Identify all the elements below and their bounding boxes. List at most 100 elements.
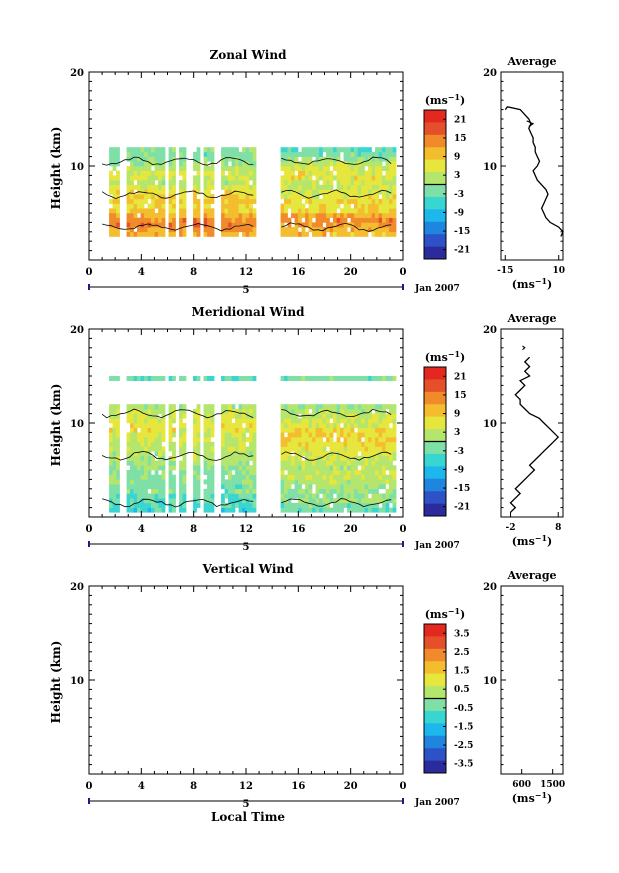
heatmap-cell [371,170,376,176]
heatmap-cell [210,441,215,447]
colorbar-swatch [424,735,446,749]
heatmap-cell [333,502,337,508]
heatmap-cell [193,217,197,223]
heatmap-cell [151,156,155,162]
heatmap-cell [301,441,306,447]
heatmap-cell [228,413,232,419]
heatmap-cell [140,147,145,153]
heatmap-cell [382,151,386,157]
heatmap-cell [347,208,351,214]
heatmap-cell [221,217,225,223]
heatmap-cell [368,502,372,508]
heatmap-cell [371,470,376,475]
heatmap-cell [354,161,358,167]
heatmap-cell [151,161,155,167]
heatmap-cell [221,161,225,167]
heatmap-cell [207,418,211,424]
heatmap-cell [147,156,152,162]
heatmap-cell [389,208,393,214]
heatmap-cell [252,198,257,204]
heatmap-cell [242,203,246,209]
heatmap-cell [158,460,162,466]
colorbar-tick-label: 3 [454,171,460,181]
heatmap-cell [336,213,341,218]
heatmap-cell [161,413,166,419]
heatmap-cell [238,151,243,157]
colorbar-swatch [424,453,446,467]
heatmap-cell [368,213,372,218]
heatmap-cell [385,427,390,433]
heatmap-cell [193,175,197,181]
heatmap-cell [312,451,316,457]
heatmap-cell [315,231,320,237]
heatmap-cell [389,427,393,433]
heatmap-cell [130,151,134,157]
heatmap-cell [287,451,292,457]
heatmap-cell [249,231,253,237]
heatmap-cell [357,404,362,410]
heatmap-cell [249,493,253,499]
heatmap-cell [340,189,344,195]
heatmap-cell [284,427,288,433]
heatmap-cell [326,437,330,443]
x-tick-label: 16 [291,781,305,792]
heatmap-cell [158,441,162,447]
heatmap-cell [291,231,295,237]
heatmap-cell [221,474,225,480]
heatmap-cell [252,156,257,162]
heatmap-cell [291,432,295,438]
heatmap-cell [361,222,365,228]
heatmap-cell [133,507,138,513]
heatmap-cell [133,498,138,504]
heatmap-cell [228,151,232,157]
heatmap-cell [329,213,334,218]
day-label: 5 [243,285,250,296]
heatmap-cell [196,151,201,157]
heatmap-cell [182,231,187,237]
heatmap-cell [172,465,176,471]
heatmap-cell [196,451,201,457]
heatmap-cell [130,507,134,513]
heatmap-cell [364,427,369,433]
heatmap-cell [280,502,285,508]
heatmap-cell [291,404,295,410]
heatmap-cell [389,460,393,466]
heatmap-cell [151,198,155,204]
heatmap-cell [294,166,299,171]
heatmap-cell [329,161,334,167]
heatmap-cell [221,213,225,218]
heatmap-cell [343,156,348,162]
heatmap-cell [231,170,236,176]
heatmap-cell [158,208,162,214]
heatmap-cell [284,484,288,490]
heatmap-cell [308,184,313,190]
heatmap-cell [137,418,141,424]
heatmap-cell [378,156,383,162]
heatmap-cell [312,446,316,452]
heatmap-cell [235,502,239,508]
heatmap-cell [326,470,330,475]
heatmap-cell [140,432,145,438]
heatmap-cell [364,194,369,200]
colorbar-tick-label: 2.5 [454,648,470,658]
heatmap-cell [308,451,313,457]
heatmap-cell [231,231,236,237]
heatmap-cell [315,166,320,171]
heatmap-cell [203,170,208,176]
heatmap-cell [161,446,166,452]
heatmap-cell [336,488,341,494]
heatmap-cell [287,479,292,485]
heatmap-cell [291,441,295,447]
heatmap-cell [137,488,141,494]
heatmap-cell [249,166,253,171]
heatmap-cell [235,493,239,499]
heatmap-cell [242,446,246,452]
heatmap-cell [168,465,173,471]
heatmap-cell [319,217,323,223]
heatmap-cell [343,488,348,494]
heatmap-cell [343,184,348,190]
heatmap-cell [305,208,309,214]
heatmap-cell [364,222,369,228]
heatmap-cell [385,166,390,171]
heatmap-cell [144,479,148,485]
